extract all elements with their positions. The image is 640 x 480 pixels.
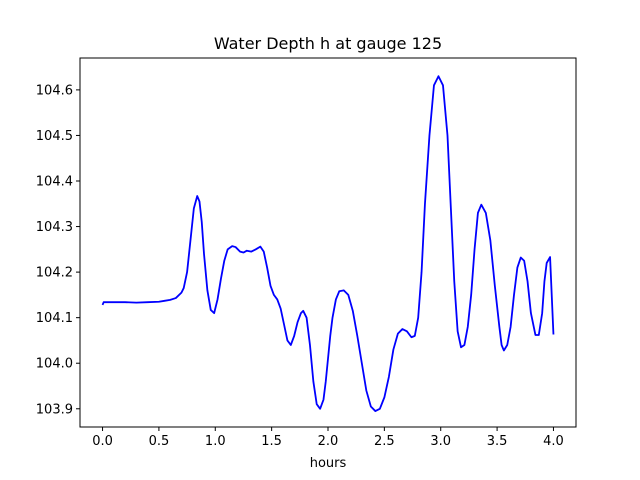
y-tick-label: 104.6 (36, 83, 73, 98)
plot-area: 0.0 0.5 1.0 1.5 2.0 2.5 3.0 3.5 4.0 103.9 104.0 104… (36, 57, 577, 449)
y-tick-label: 104.0 (36, 357, 73, 372)
x-tick-label: 3.0 (430, 434, 451, 449)
x-axis-label: hours (310, 456, 347, 471)
y-tick-label: 104.5 (36, 129, 73, 144)
x-tick-label: 1.0 (205, 434, 226, 449)
x-tick-label: 0.5 (149, 434, 170, 449)
y-tick-label: 104.3 (36, 220, 73, 235)
series-line-0 (101, 75, 555, 412)
x-tick-label: 2.5 (374, 434, 395, 449)
chart-title: Water Depth h at gauge 125 (214, 34, 442, 53)
y-tick-label: 104.2 (36, 266, 73, 281)
y-tick-label: 104.1 (36, 311, 73, 326)
x-tick-label: 4.0 (543, 434, 564, 449)
x-tick-label: 0.0 (92, 434, 113, 449)
x-tick-label: 2.0 (318, 434, 339, 449)
x-tick-label: 3.5 (487, 434, 508, 449)
y-tick-label: 103.9 (36, 402, 73, 417)
y-tick-label: 104.4 (36, 175, 73, 190)
x-tick-label: 1.5 (261, 434, 282, 449)
